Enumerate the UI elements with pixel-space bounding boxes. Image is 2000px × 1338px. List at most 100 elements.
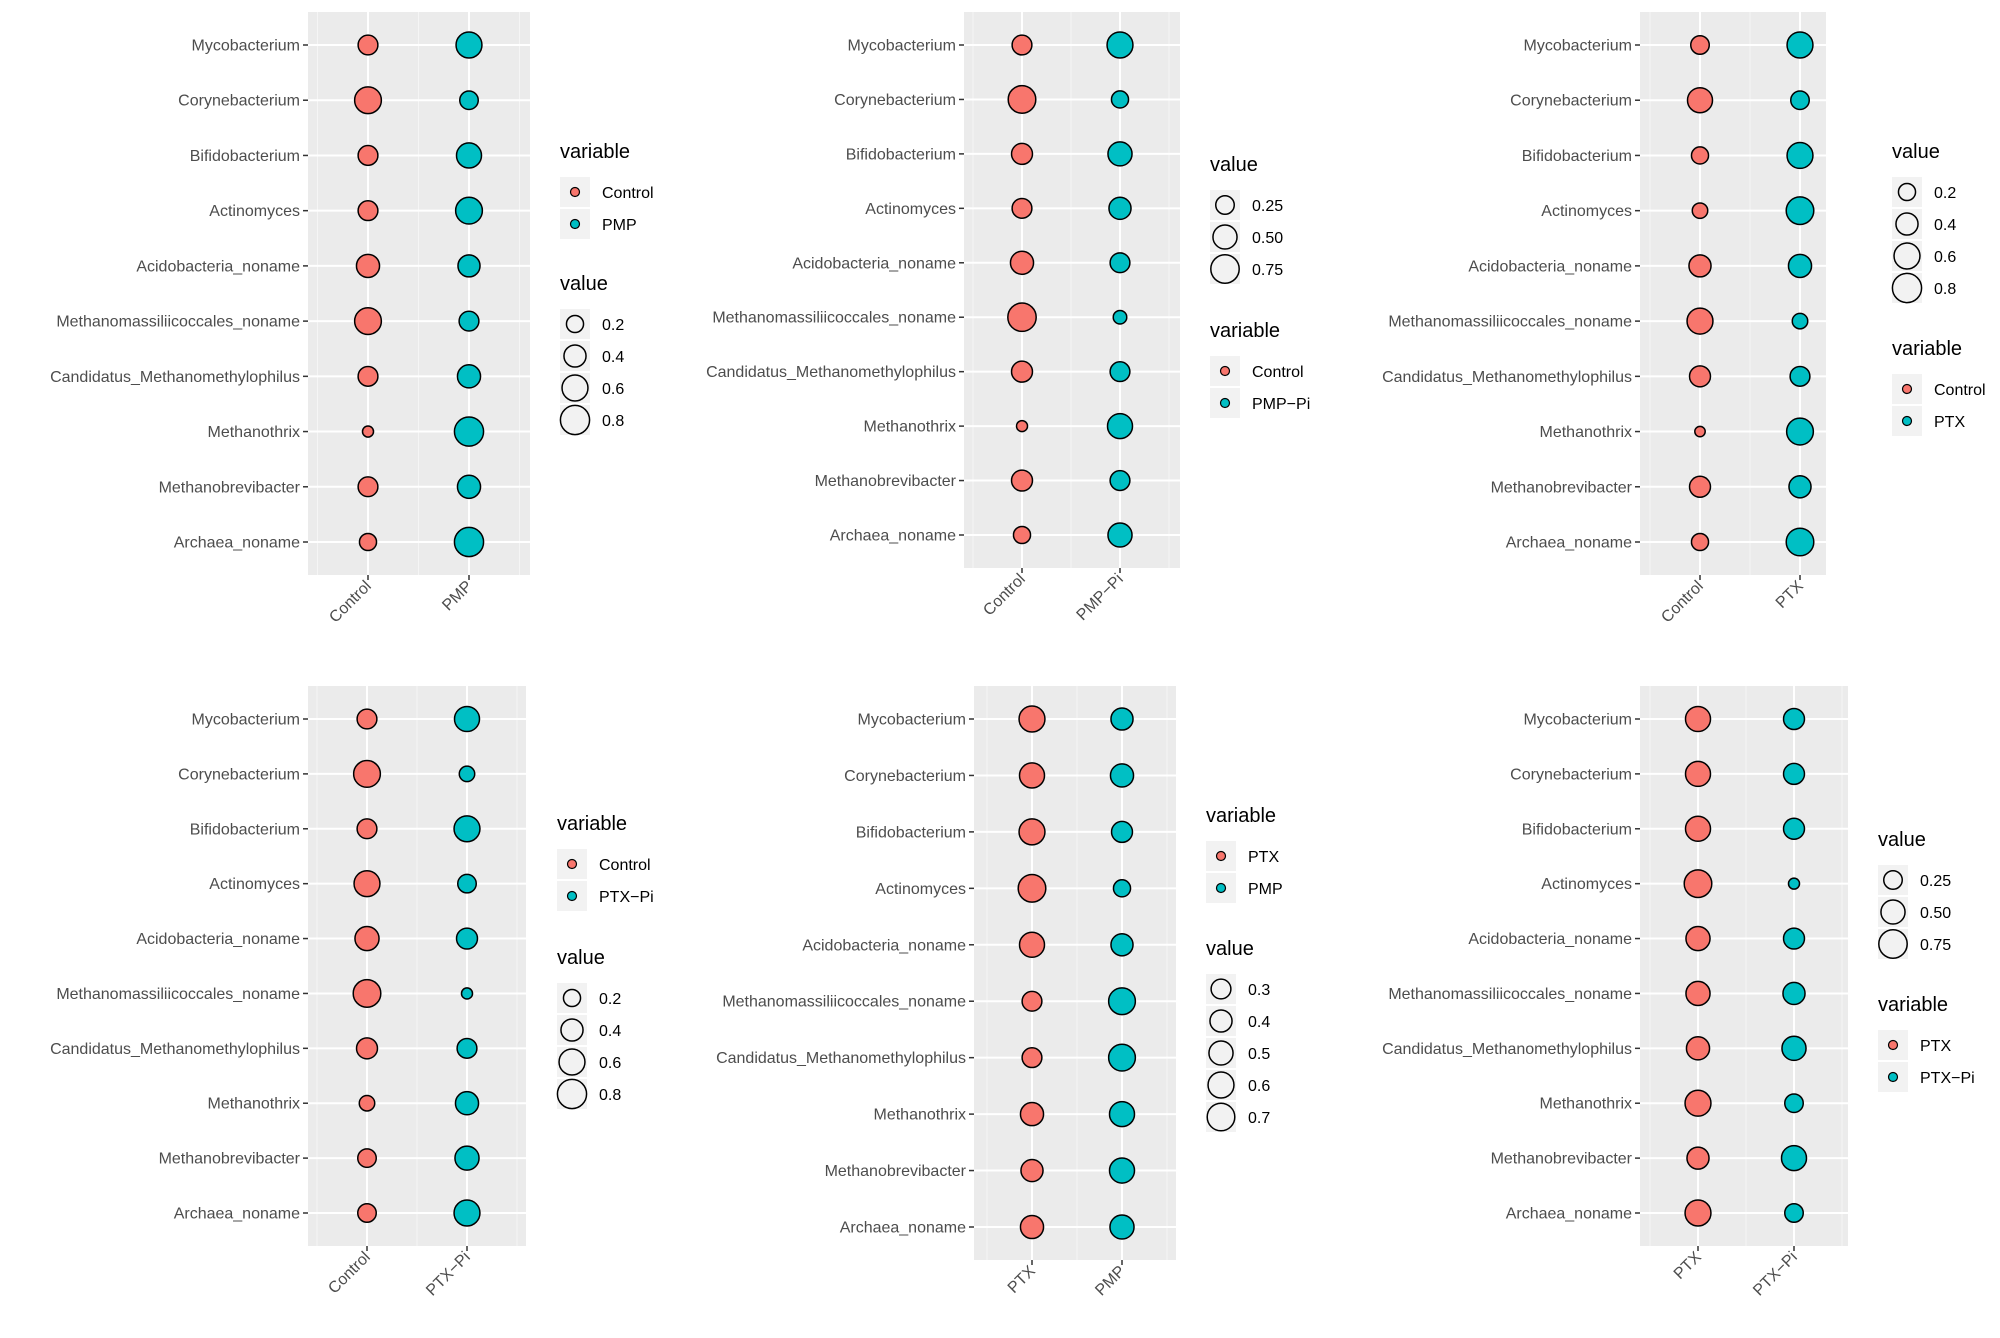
x-tick-label-2: PTX [1773,578,1807,612]
color-legend-title: variable [1892,338,1962,360]
y-tick-label-1: Mycobacterium [1524,712,1632,729]
color-key-2 [566,890,578,902]
bubble-ptx-5 [1685,925,1711,952]
bubble-control-9 [357,476,379,498]
color-key-2 [1901,415,1913,427]
size-key-label-3: 0.6 [599,1055,621,1072]
y-tick-label-7: Candidatus_Methanomethylophilus [1382,1041,1632,1058]
size-key-bg-3 [560,373,590,403]
size-key-label-1: 0.2 [599,991,621,1008]
y-tick-label-3: Bifidobacterium [856,824,966,841]
panel-background [1640,686,1848,1246]
size-key-label-4: 0.8 [599,1087,621,1104]
bubble-control-10 [1012,525,1032,545]
bubble-pmp-9 [456,474,482,500]
bubble-ptxpi-3 [453,815,481,843]
y-tick-label-9: Methanobrevibacter [159,479,301,496]
size-key-bg-1 [557,983,587,1013]
x-tick-label-1: Control [326,578,374,626]
bubble-pmp-3 [455,142,483,169]
bubble-ptx-7 [1789,365,1811,387]
bubble-ptxpi-2 [458,765,476,783]
y-tick-label-4: Actinomyces [875,881,966,898]
bubble-pmp-7 [456,364,482,389]
size-key-2 [560,1018,584,1042]
size-key-1 [1883,870,1903,890]
bubble-control-6 [1686,307,1714,335]
size-key-2 [1209,1009,1233,1033]
y-tick-label-2: Corynebacterium [1510,766,1632,783]
y-tick-label-8: Methanothrix [208,424,301,441]
y-tick-label-2: Corynebacterium [834,92,956,109]
bubble-ptxpi-10 [453,1199,481,1227]
y-tick-label-4: Actinomyces [1541,203,1632,220]
size-key-bg-2 [1210,222,1240,252]
y-tick-label-1: Mycobacterium [848,38,956,55]
bubble-ptx-3 [1684,815,1712,843]
size-key-2 [1895,212,1919,236]
size-key-bg-2 [1206,1006,1236,1036]
bubble-control-2 [353,86,383,115]
y-tick-label-8: Methanothrix [1540,1096,1633,1113]
y-tick-label-1: Mycobacterium [192,712,300,729]
y-tick-label-3: Bifidobacterium [190,821,300,838]
size-key-label-1: 0.25 [1252,198,1283,215]
color-legend-title: variable [1210,320,1280,342]
bubble-ptx-8 [1019,1101,1045,1127]
bubble-ptxpi-7 [1781,1035,1807,1062]
bubble-control-1 [356,708,378,730]
bubble-ptx-4 [1683,869,1713,899]
bubble-control-3 [357,144,379,167]
bubble-pmp-3 [1110,820,1134,844]
size-key-label-4: 0.6 [1248,1078,1270,1095]
bubble-ptx-1 [1684,705,1712,733]
panel-3: Mycobacterium Corynebacterium Bifidobacter… [1382,12,1986,626]
x-tick-label-1: PTX [1671,1249,1705,1283]
bubble-pmppi-5 [1109,252,1131,274]
bubble-control-5 [354,925,380,952]
y-tick-label-10: Archaea_noname [830,528,956,545]
bubble-control-5 [355,253,381,279]
bubble-control-7 [357,365,379,387]
size-key-label-1: 0.3 [1248,982,1270,999]
color-key-1 [566,858,578,870]
size-key-3 [1878,929,1908,959]
bubble-control-8 [1694,425,1706,438]
bubble-pmp-9 [1108,1157,1136,1184]
x-tick-label-1: Control [980,571,1028,619]
color-legend-title: variable [557,813,627,835]
color-key-label-2: PTX [1934,414,1965,431]
bubble-pmp-4 [454,196,484,225]
y-tick-label-8: Methanothrix [874,1107,967,1124]
y-tick-label-5: Acidobacteria_noname [792,255,956,272]
size-key-2 [563,344,587,368]
panel-background [974,686,1176,1260]
bubble-pmp-2 [1109,763,1135,788]
bubble-control-1 [357,34,379,56]
bubble-ptx-10 [1019,1214,1045,1240]
color-key-1 [1887,1039,1899,1051]
y-tick-label-9: Methanobrevibacter [815,473,957,490]
y-tick-label-9: Methanobrevibacter [1491,479,1633,496]
size-legend-title: value [1210,154,1258,176]
bubble-ptx-9 [1686,1146,1710,1170]
bubble-control-9 [1010,469,1034,492]
y-tick-label-8: Methanothrix [1540,424,1633,441]
bubble-ptx-2 [1018,762,1046,789]
bubble-control-7 [1010,360,1034,383]
y-tick-label-6: Methanomassiliicoccales_noname [56,986,300,1003]
color-key-2 [1219,397,1231,409]
size-key-label-2: 0.4 [1248,1014,1270,1031]
bubble-ptxpi-8 [1784,1093,1804,1114]
x-tick-label-1: Control [325,1249,373,1297]
bubble-pmppi-6 [1112,309,1128,325]
bubble-control-10 [357,1203,377,1223]
color-key-2 [1215,882,1227,894]
size-key-label-2: 0.4 [599,1023,621,1040]
bubble-ptxpi-4 [457,873,477,894]
size-key-3 [561,374,589,402]
bubble-control-8 [1015,419,1029,433]
size-legend-title: value [1878,829,1926,851]
y-tick-label-7: Candidatus_Methanomethylophilus [50,369,300,386]
panel-1: Mycobacterium Corynebacterium Bifidobacter… [50,12,654,626]
